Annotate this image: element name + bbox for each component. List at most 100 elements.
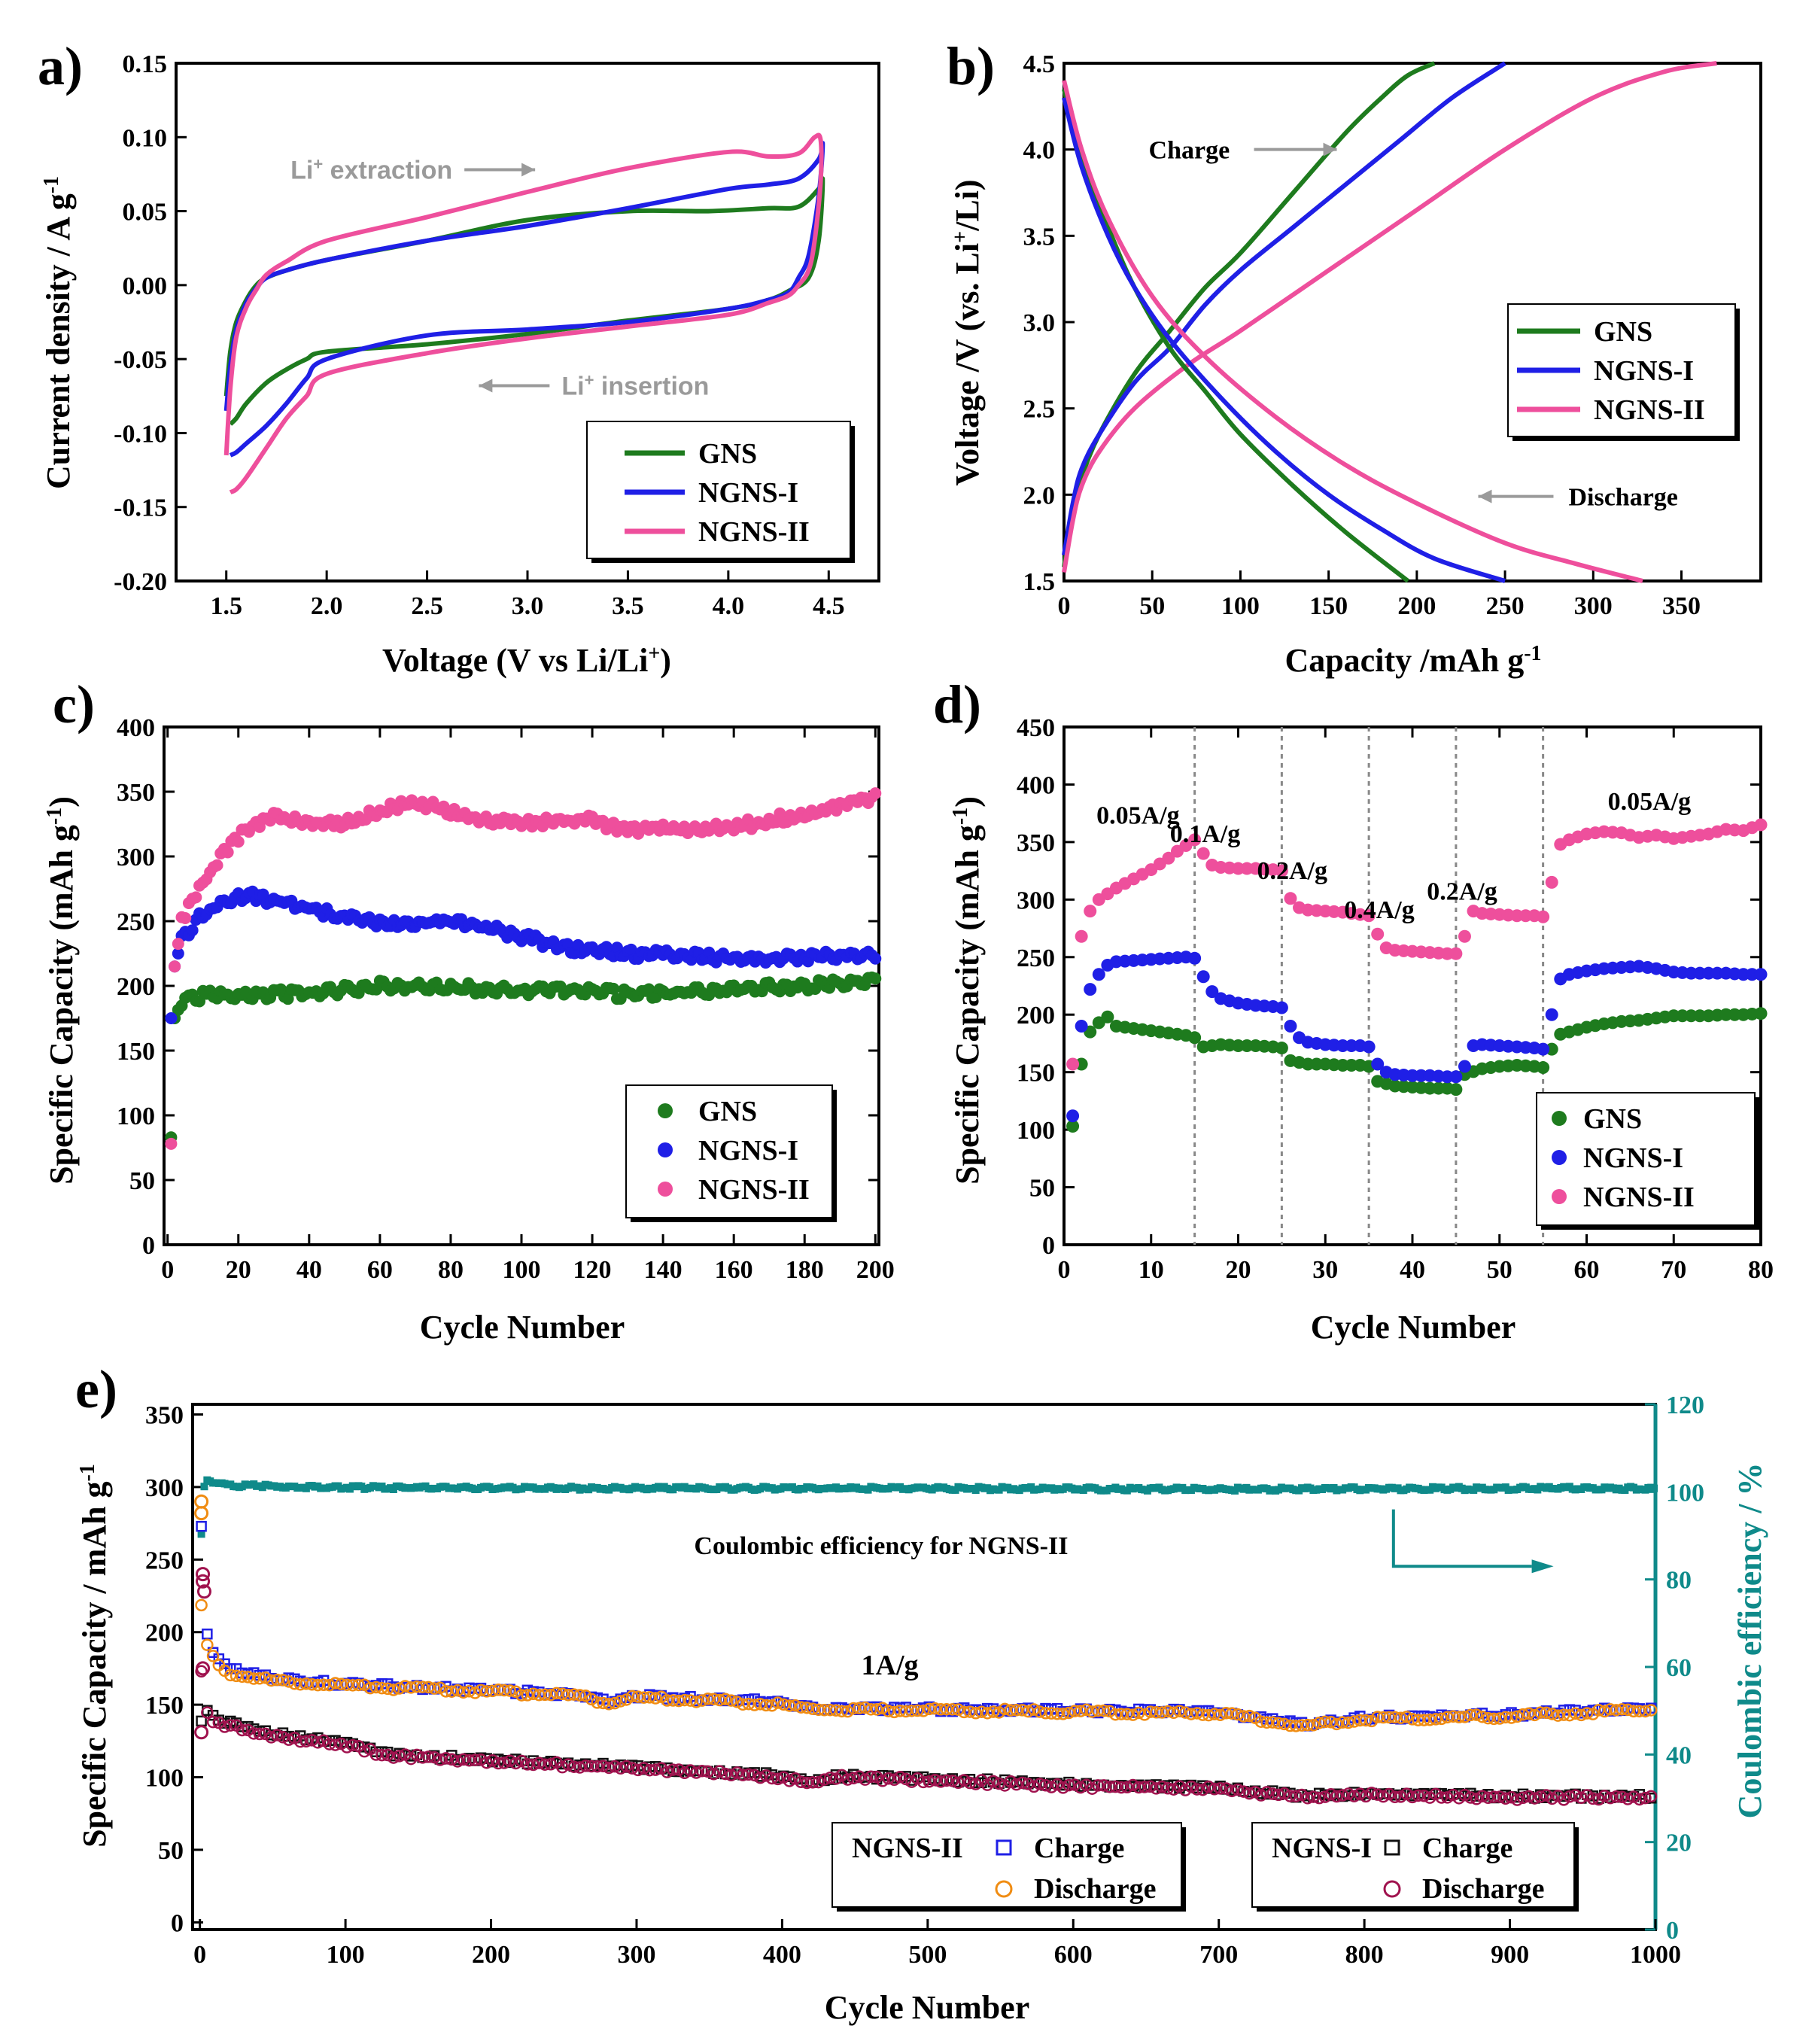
panel-e-point-outlier: [194, 1725, 209, 1740]
panel-d-point-gns: [1101, 1010, 1114, 1024]
panel-c-ytick-label: 200: [117, 973, 155, 1001]
panel-e-annotation-arrow-shaft: [1391, 1509, 1532, 1568]
panel-a: a) Voltage (V vs Li/Li+) Current density…: [38, 36, 880, 680]
panel-e-point-ngns-i-discharge: [952, 1776, 965, 1790]
panel-e-point-ngns-i-discharge: [1388, 1790, 1402, 1804]
panel-b-xtick-label: 50: [1139, 592, 1165, 620]
panel-e-point-ngns-ii-discharge: [1068, 1705, 1081, 1717]
panel-b-annotation-charge: Charge: [1149, 137, 1230, 165]
panel-e-point-ngns-ii-discharge: [399, 1680, 412, 1693]
panel-e-point-ngns-ii-discharge: [329, 1677, 342, 1690]
panel-e-point-ngns-i-discharge: [1354, 1787, 1367, 1800]
panel-d-xtick-label: 10: [1139, 1256, 1164, 1284]
panel-e-point-ngns-i-discharge: [661, 1766, 673, 1778]
panel-e-point-ngns-ii-discharge: [463, 1685, 476, 1698]
panel-e-point-ngns-i-discharge: [1144, 1780, 1157, 1793]
panel-e-point-ngns-ii-discharge: [457, 1686, 470, 1699]
panel-e-point-ngns-i-discharge: [533, 1757, 546, 1769]
panel-e-point-ngns-i-discharge: [480, 1756, 493, 1769]
panel-e-point-ngns-i-discharge: [1528, 1792, 1541, 1805]
panel-e-point-ngns-ii-discharge: [242, 1671, 254, 1684]
panel-e-point-ngns-ii-discharge: [1633, 1705, 1646, 1718]
panel-e-point-ngns-ii-discharge: [835, 1705, 848, 1718]
panel-e-point-ngns-i-discharge: [893, 1771, 907, 1784]
panel-a-ytick-label: 0.15: [123, 50, 168, 78]
panel-e-annotation-rate: 1A/g: [862, 1650, 919, 1681]
panel-e-point-outlier: [196, 1584, 211, 1599]
panel-e-point-ngns-ii-discharge: [1610, 1704, 1623, 1717]
panel-e-point-ngns-ii-discharge: [952, 1703, 965, 1716]
panel-e-point-ngns-i-discharge: [1621, 1793, 1634, 1805]
panel-e-point-ngns-ii-discharge: [917, 1705, 930, 1717]
panel-e-point-ngns-ii-discharge: [1546, 1708, 1558, 1720]
panel-c-legend-marker-ngns-ii: [658, 1182, 673, 1197]
panel-e-point-ngns-ii-discharge: [1604, 1703, 1617, 1716]
panel-e-point-ngns-i-discharge: [369, 1748, 382, 1761]
panel-e-point-ngns-ii-discharge: [759, 1699, 773, 1712]
panel-e-point-ngns-ii-discharge: [1295, 1719, 1309, 1732]
panel-d-legend-label-gns: GNS: [1583, 1103, 1642, 1135]
panel-a-annotation-arrow-head: [479, 379, 493, 393]
panel-e-point-ngns-ii-discharge: [987, 1705, 1000, 1718]
panel-d-rate-label: 0.05A/g: [1096, 801, 1180, 829]
panel-e-point-ngns-ii-discharge: [1580, 1707, 1594, 1720]
panel-e-point-ngns-ii-discharge: [230, 1669, 243, 1683]
panel-e-point-ngns-i-discharge: [1522, 1790, 1535, 1803]
panel-d-point-ngns-ii: [1545, 875, 1558, 889]
panel-c-xtick-label: 160: [715, 1256, 753, 1284]
panel-c-ylabel: Specific Capacity (mAh g-1): [43, 796, 81, 1185]
panel-e-point-ngns-ii-discharge: [1278, 1717, 1291, 1731]
panel-b-annotation-discharge: Discharge: [1568, 484, 1677, 512]
panel-e-point-ngns-i-discharge: [1406, 1790, 1419, 1804]
panel-b-xtick-label: 200: [1397, 592, 1436, 620]
panel-e-xtick-label: 1000: [1630, 1941, 1681, 1969]
panel-e-point-outlier: [194, 1494, 209, 1509]
panel-e-point-coulombic-efficiency: [200, 1483, 208, 1491]
panel-e-point-ngns-ii-discharge: [1493, 1712, 1506, 1725]
panel-e-point-ngns-ii-discharge: [1120, 1708, 1134, 1720]
panel-e-point-ngns-ii-discharge: [1418, 1714, 1430, 1726]
panel-e-point-ngns-i-discharge: [1260, 1786, 1273, 1799]
panel-e-point-ngns-ii-discharge: [352, 1678, 365, 1692]
panel-e-point-ngns-ii-discharge: [1190, 1707, 1203, 1720]
panel-e-point-ngns-i-discharge: [387, 1751, 400, 1764]
panel-e-point-ngns-ii-discharge: [201, 1638, 214, 1651]
panel-e-point-ngns-i-discharge: [1016, 1776, 1029, 1790]
panel-e-point-ngns-i-discharge: [1114, 1781, 1128, 1794]
panel-e-legend-marker-discharge: [1383, 1880, 1401, 1898]
panel-e-point-ngns-ii-discharge: [1173, 1705, 1186, 1717]
panel-b-xtick-label: 100: [1221, 592, 1260, 620]
panel-e-point-ngns-ii-discharge: [1499, 1711, 1512, 1724]
panel-e-point-ngns-ii-discharge: [1592, 1704, 1605, 1717]
panel-d-xtick-label: 30: [1312, 1256, 1338, 1284]
panel-e-point-ngns-ii-discharge: [801, 1701, 813, 1714]
panel-e-point-ngns-ii-discharge: [1161, 1705, 1175, 1718]
panel-e-point-ngns-i-discharge: [649, 1763, 662, 1776]
panel-e-point-ngns-ii-discharge: [1435, 1712, 1448, 1726]
panel-a-legend-label-gns: GNS: [698, 438, 757, 470]
panel-e-point-ngns-ii-discharge: [1377, 1711, 1390, 1724]
panel-e-ytick-label: 50: [158, 1837, 184, 1865]
panel-e-xtick-label: 400: [763, 1941, 801, 1969]
panel-e-point-ngns-i-discharge: [247, 1727, 260, 1740]
panel-e-point-ngns-i-discharge: [433, 1754, 447, 1766]
panel-e-point-ngns-ii-discharge: [1400, 1711, 1413, 1723]
panel-e-point-ngns-ii-discharge: [1016, 1704, 1029, 1717]
panel-e-point-ngns-i-discharge: [993, 1777, 1005, 1790]
panel-e-point-ngns-i-discharge: [521, 1758, 534, 1771]
panel-e-point-ngns-i-discharge: [1097, 1779, 1111, 1792]
panel-a-xlabel: Voltage (V vs Li/Li+): [382, 642, 671, 680]
panel-c-point-ngns-ii: [211, 859, 223, 871]
panel-e-point-ngns-i-discharge: [876, 1775, 889, 1787]
panel-e: e) Cycle Number Specific Capacity / mAh …: [75, 1359, 1768, 2026]
panel-d-point-ngns-ii: [1162, 851, 1175, 865]
panel-c-point-ngns-ii: [179, 912, 192, 925]
panel-e-point-ngns-ii-discharge: [1138, 1708, 1151, 1721]
panel-e-point-ngns-i-discharge: [1156, 1780, 1169, 1793]
panel-e-point-ngns-i-discharge: [1272, 1788, 1285, 1802]
panel-e-point-ngns-i-discharge: [841, 1773, 854, 1786]
panel-e-point-ngns-i-discharge: [1208, 1783, 1221, 1796]
panel-e-y2tick-label: 120: [1666, 1392, 1704, 1419]
panel-e-point-ngns-ii-discharge: [754, 1698, 767, 1711]
panel-e-point-ngns-i-discharge: [1470, 1793, 1483, 1805]
